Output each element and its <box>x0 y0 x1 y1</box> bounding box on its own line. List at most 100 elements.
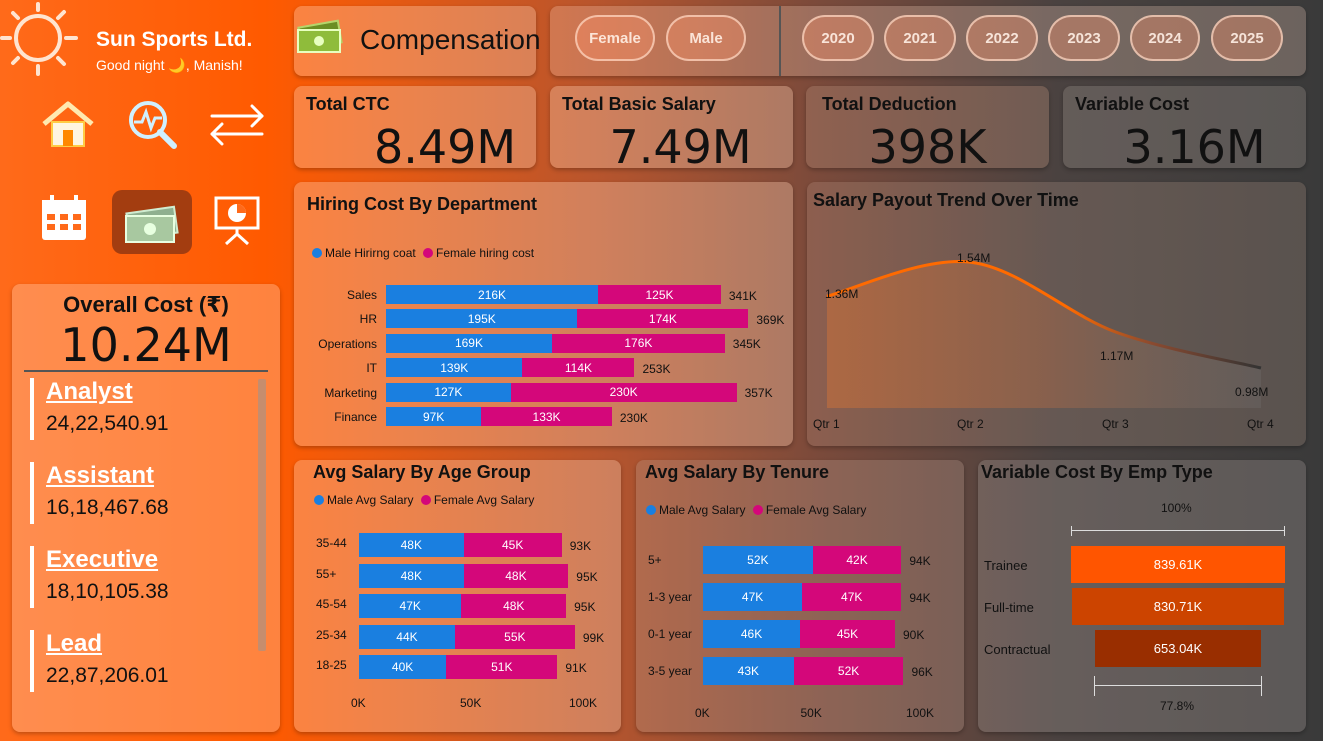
kpi-total-ctc: Total CTC 8.49M <box>294 86 536 174</box>
x-tick-label: 100K <box>906 706 935 720</box>
role-assistant: Assistant 16,18,467.68 <box>30 462 250 524</box>
bar-female: 52K <box>793 657 904 685</box>
hiring-cost-card: Hiring Cost By Department Male Hirirng c… <box>294 182 793 446</box>
variable-cost-card: Variable Cost By Emp Type 100% Trainee 83… <box>978 460 1306 732</box>
bar-female: 114K <box>522 358 635 378</box>
bar-male: 97K <box>386 407 482 426</box>
analytics-icon[interactable] <box>124 98 182 152</box>
total-label: 94K <box>909 554 931 568</box>
role-value: 16,18,467.68 <box>46 496 169 519</box>
legend-male: Male Avg Salary <box>314 493 414 507</box>
bar-male: 43K <box>703 657 794 685</box>
filter-male[interactable]: Male <box>666 15 746 61</box>
presentation-icon[interactable] <box>210 192 264 246</box>
total-label: 91K <box>565 661 587 675</box>
overall-cost-title: Overall Cost (₹) <box>63 292 229 317</box>
legend-male: Male Hirirng coat <box>312 246 416 260</box>
category-label: Sales <box>346 288 377 302</box>
x-tick-label: Qtr 1 <box>813 417 840 431</box>
bar-male: 48K <box>359 563 464 588</box>
bar-female: 51K <box>446 655 558 679</box>
filter-year-2023[interactable]: 2023 <box>1048 15 1120 61</box>
chart-title: Salary Payout Trend Over Time <box>813 190 1079 210</box>
total-label: 341K <box>728 288 757 303</box>
category-label: IT <box>366 361 377 376</box>
bar-male: 216K <box>386 285 599 304</box>
bar-male: 47K <box>359 594 462 618</box>
filter-year-2025[interactable]: 2025 <box>1211 15 1283 61</box>
x-tick-label: 50K <box>460 696 482 710</box>
trend-line <box>826 260 1262 370</box>
bar-female: 45K <box>463 533 562 557</box>
category-label: 5+ <box>648 553 662 567</box>
kpi-label: Total Basic Salary <box>562 94 716 114</box>
funnel-bar: 830.71K <box>1072 588 1284 625</box>
data-label: 1.54M <box>957 251 990 265</box>
filter-year-2022[interactable]: 2022 <box>966 15 1038 61</box>
category-label: Marketing <box>324 385 377 400</box>
funnel-top-label: 100% <box>1161 501 1192 515</box>
kpi-variable-cost: Variable Cost 3.16M <box>1063 86 1306 174</box>
role-executive: Executive 18,10,105.38 <box>30 546 250 608</box>
legend-female: Female hiring cost <box>423 246 534 260</box>
swap-icon[interactable] <box>206 100 268 148</box>
total-label: 99K <box>582 630 605 645</box>
role-name[interactable]: Lead <box>46 630 103 657</box>
role-lead: Lead 22,87,206.01 <box>30 630 250 692</box>
bar-female: 45K <box>800 620 895 648</box>
role-name[interactable]: Executive <box>46 546 159 573</box>
total-label: 95K <box>576 569 598 584</box>
overall-divider <box>24 370 268 372</box>
category-label: 45-54 <box>316 597 347 611</box>
total-label: 90K <box>903 628 925 642</box>
funnel-category: Trainee <box>984 558 1028 573</box>
bar-male: 52K <box>703 546 813 574</box>
bar-male: 46K <box>703 620 801 648</box>
category-label: 0-1 year <box>648 627 693 641</box>
bar-female: 42K <box>812 546 902 574</box>
filter-year-2024[interactable]: 2024 <box>1130 15 1200 61</box>
category-label: 55+ <box>316 566 337 581</box>
bar-female: 176K <box>551 333 725 353</box>
sun-logo-icon <box>0 0 80 80</box>
filter-divider <box>779 6 781 76</box>
role-name[interactable]: Analyst <box>46 378 133 405</box>
x-tick-label: Qtr 4 <box>1247 417 1274 431</box>
funnel-bar: 839.61K <box>1071 546 1285 583</box>
role-value: 22,87,206.01 <box>46 664 169 687</box>
bar-male: 48K <box>359 533 464 557</box>
role-name[interactable]: Assistant <box>46 462 155 489</box>
age-salary-card: Avg Salary By Age Group Male Avg Salary … <box>294 460 621 732</box>
total-label: 369K <box>756 312 785 327</box>
bar-female: 47K <box>802 583 902 611</box>
bar-female: 133K <box>481 407 612 426</box>
role-scrollbar[interactable] <box>258 379 266 651</box>
filter-year-2021[interactable]: 2021 <box>884 15 956 61</box>
category-label: Finance <box>334 410 377 424</box>
role-analyst: Analyst 24,22,540.91 <box>30 378 250 440</box>
funnel-category: Full-time <box>984 600 1034 615</box>
filter-year-2020[interactable]: 2020 <box>802 15 874 61</box>
legend-male: Male Avg Salary <box>646 503 746 517</box>
calendar-icon[interactable] <box>38 192 90 244</box>
money-icon <box>125 205 179 243</box>
data-label: 1.17M <box>1100 349 1133 363</box>
chart-legend: Male Avg Salary Female Avg Salary <box>646 503 866 517</box>
money-icon <box>297 19 343 53</box>
bar-male: 139K <box>386 358 523 378</box>
home-icon[interactable] <box>38 98 98 152</box>
kpi-value: 7.49M <box>609 120 752 174</box>
kpi-label: Total CTC <box>306 94 390 114</box>
nav-compensation-active[interactable] <box>112 190 192 254</box>
category-label: HR <box>359 312 377 327</box>
tenure-salary-card: Avg Salary By Tenure Male Avg Salary Fem… <box>636 460 964 732</box>
category-label: 18-25 <box>316 658 347 672</box>
salary-trend-card: Salary Payout Trend Over Time 1.36M Qtr 1… <box>807 182 1306 446</box>
filter-female[interactable]: Female <box>575 15 655 61</box>
overall-cost-value: 10.24M <box>60 318 232 372</box>
bar-male: 44K <box>359 624 455 649</box>
bar-female: 174K <box>577 309 749 329</box>
funnel-bottom-bracket <box>1094 676 1262 696</box>
kpi-value: 3.16M <box>1123 120 1266 174</box>
